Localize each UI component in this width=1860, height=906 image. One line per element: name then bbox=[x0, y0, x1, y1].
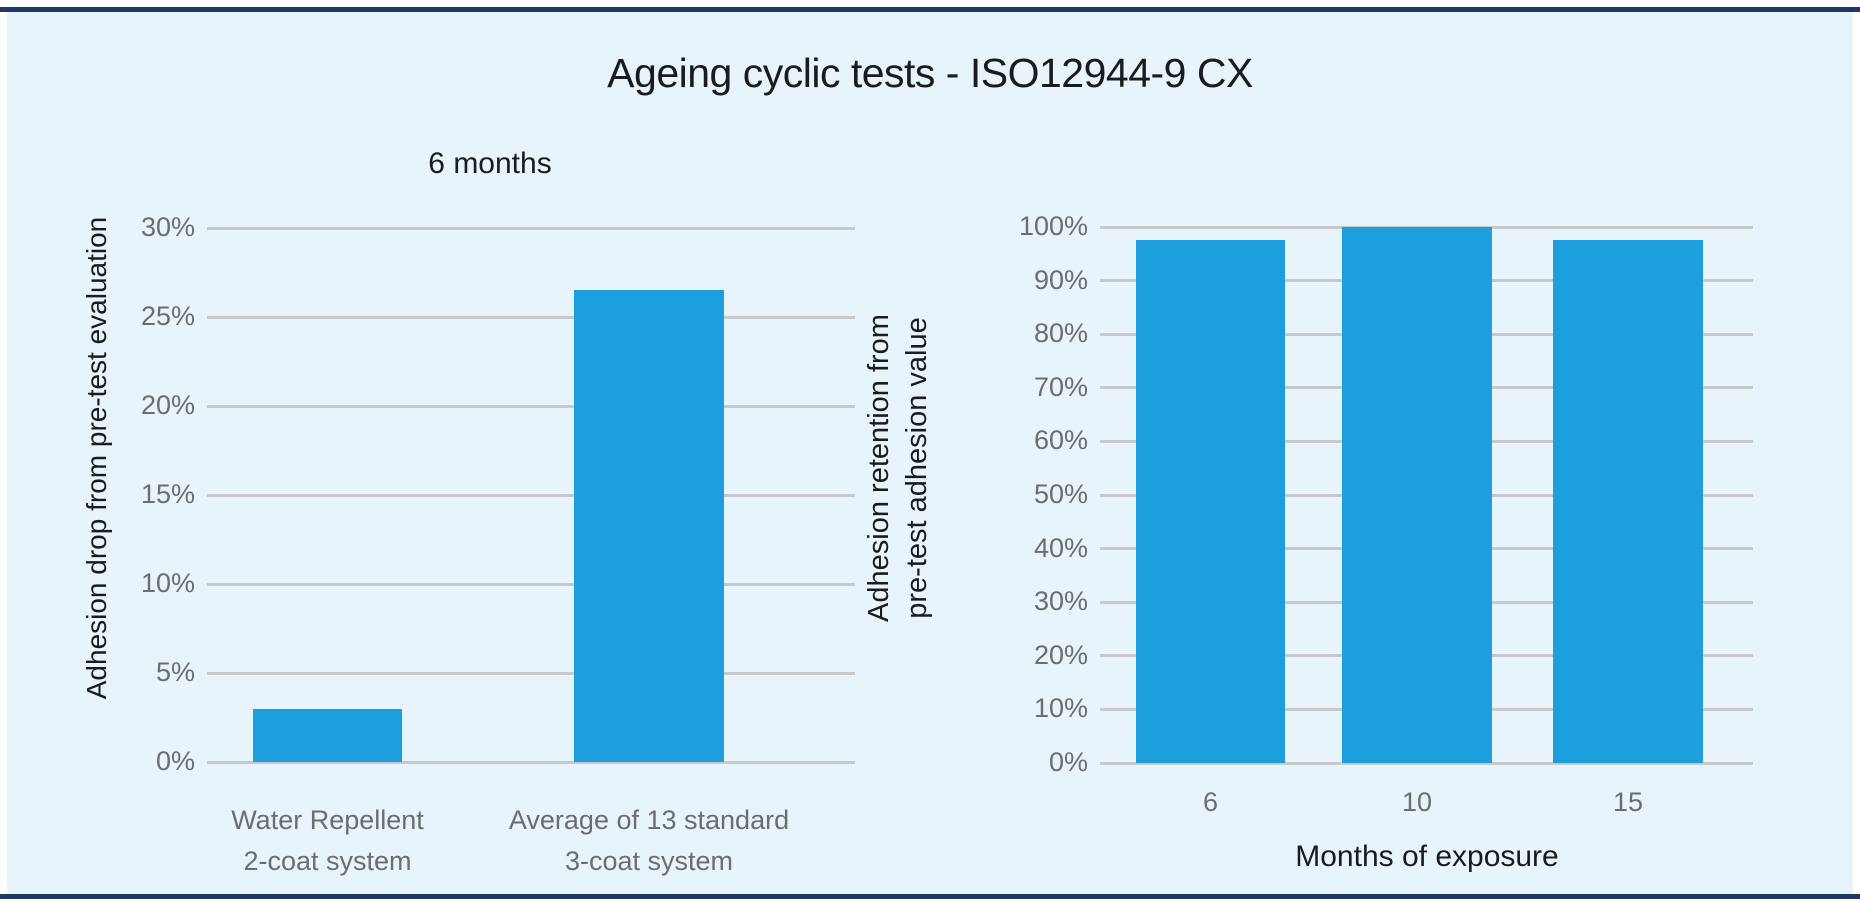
y-tick-label-100pct: 100% bbox=[1018, 211, 1088, 241]
top-edge-line bbox=[0, 7, 1860, 12]
gridline-0pct bbox=[1100, 761, 1753, 765]
x-category-label-line: 10 bbox=[1401, 787, 1433, 817]
y-tick-label-5pct: 5% bbox=[155, 657, 195, 687]
x-category-label-line: 15 bbox=[1612, 787, 1644, 817]
gridline-5pct bbox=[207, 671, 855, 675]
gridline-10pct bbox=[207, 582, 855, 586]
bar-6 bbox=[1136, 240, 1285, 763]
y-tick-label-30pct: 30% bbox=[1033, 586, 1088, 617]
y-tick-label-60pct: 60% bbox=[1033, 425, 1088, 456]
y-tick-label-0pct: 0% bbox=[155, 746, 195, 776]
x-category-label: Average of 13 standard 3-coat system bbox=[489, 800, 809, 882]
x-category-label-line: Average of 13 standard bbox=[508, 805, 790, 835]
x-category-label-line: 6 bbox=[1202, 787, 1219, 817]
x-category-label: 6 bbox=[1141, 787, 1281, 818]
chart-title: Ageing cyclic tests - ISO12944-9 CX bbox=[607, 50, 1253, 96]
bar-10 bbox=[1342, 227, 1492, 763]
y-tick-label-50pct: 50% bbox=[1033, 479, 1088, 509]
x-category-label-line: 2-coat system bbox=[243, 846, 412, 876]
gridline-30pct bbox=[207, 226, 855, 230]
gridline-0pct bbox=[207, 760, 855, 764]
y-tick-label-20pct: 20% bbox=[1033, 639, 1088, 670]
x-category-label: Water Repellent 2-coat system bbox=[168, 800, 488, 882]
y-tick-label-15pct: 15% bbox=[140, 479, 195, 509]
bottom-edge-line bbox=[0, 894, 1860, 899]
y-tick-label-90pct: 90% bbox=[1033, 264, 1088, 295]
gridline-20pct bbox=[207, 404, 855, 408]
y-tick-label-80pct: 80% bbox=[1033, 318, 1088, 349]
right-chart-plot-area bbox=[1100, 225, 1753, 765]
y-tick-label-20pct: 20% bbox=[140, 390, 195, 420]
bar-15 bbox=[1553, 240, 1703, 763]
y-axis-title-line: pre-test adhesion value bbox=[901, 317, 933, 619]
gridline-15pct bbox=[207, 493, 855, 497]
left-chart-subtitle: 6 months bbox=[428, 147, 552, 180]
x-category-label-line: Water Repellent bbox=[231, 805, 424, 835]
y-tick-label-30pct: 30% bbox=[140, 212, 195, 242]
y-tick-label-10pct: 10% bbox=[140, 568, 195, 598]
right-chart-y-axis-title: Adhesion retention from pre-test adhesion… bbox=[860, 314, 936, 622]
bar-water-repellent bbox=[253, 708, 402, 762]
gridline-25pct bbox=[207, 315, 855, 319]
y-tick-label-25pct: 25% bbox=[140, 301, 195, 331]
y-tick-label-0pct: 0% bbox=[1048, 747, 1088, 777]
x-category-label: 15 bbox=[1558, 787, 1698, 818]
x-category-label: 10 bbox=[1347, 787, 1487, 818]
right-chart-x-axis-title: Months of exposure bbox=[1295, 840, 1559, 873]
left-chart-y-axis-title: Adhesion drop from pre-test evaluation bbox=[78, 217, 116, 700]
y-tick-label-10pct: 10% bbox=[1033, 693, 1088, 724]
y-axis-title-line: Adhesion drop from pre-test evaluation bbox=[81, 216, 112, 700]
x-category-label-line: 3-coat system bbox=[564, 846, 734, 876]
y-tick-label-70pct: 70% bbox=[1033, 371, 1088, 402]
left-chart-plot-area bbox=[207, 226, 855, 764]
y-tick-label-40pct: 40% bbox=[1033, 532, 1088, 563]
y-axis-title-line: Adhesion retention from bbox=[863, 314, 895, 622]
bar-average-of-13-standard bbox=[574, 290, 724, 762]
